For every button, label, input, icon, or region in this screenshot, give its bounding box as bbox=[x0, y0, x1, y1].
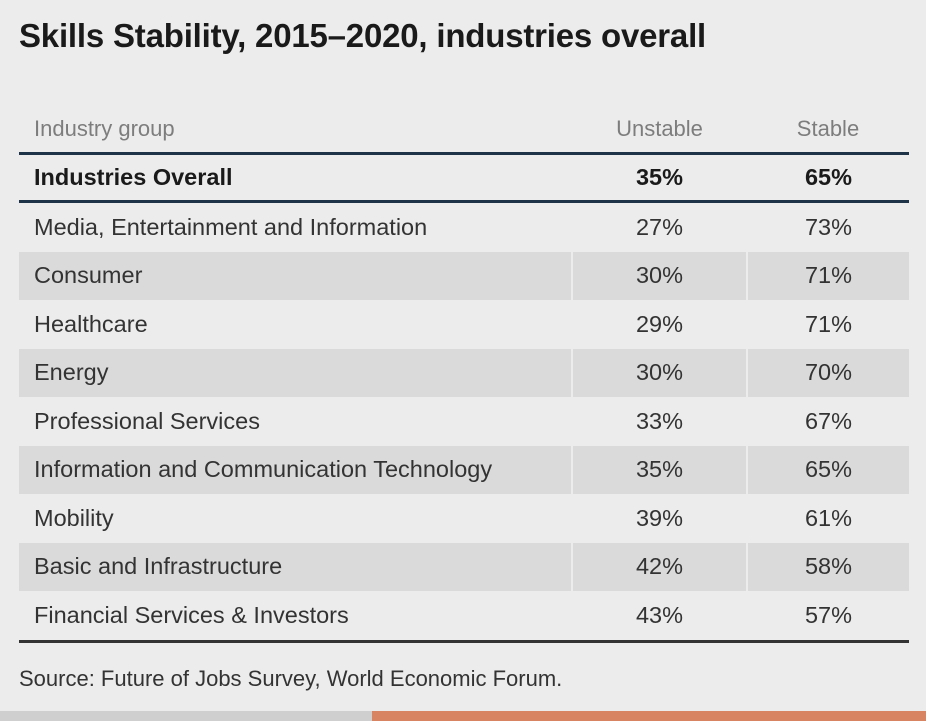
stable-value: 57% bbox=[746, 591, 909, 641]
unstable-value: 30% bbox=[571, 251, 747, 300]
table-row: Mobility 39% 61% bbox=[19, 494, 909, 543]
unstable-value: 29% bbox=[571, 300, 747, 349]
table-row: Basic and Infrastructure 42% 58% bbox=[19, 542, 909, 591]
overall-stable: 65% bbox=[746, 153, 909, 202]
industry-name: Financial Services & Investors bbox=[34, 601, 349, 628]
industry-name: Consumer bbox=[19, 251, 572, 300]
stable-value: 61% bbox=[746, 494, 909, 543]
overall-unstable: 35% bbox=[571, 153, 747, 202]
header-unstable: Unstable bbox=[616, 116, 703, 141]
industry-name: Basic and Infrastructure bbox=[19, 542, 572, 591]
industry-name: Healthcare bbox=[34, 310, 148, 337]
stable-value: 71% bbox=[746, 300, 909, 349]
chart-title: Skills Stability, 2015–2020, industries … bbox=[19, 17, 707, 54]
unstable-value: 39% bbox=[571, 494, 747, 543]
table-row: Energy 30% 70% bbox=[19, 348, 909, 397]
stable-value: 70% bbox=[746, 348, 909, 397]
table-row: Professional Services 33% 67% bbox=[19, 397, 909, 446]
footer-bar-gray bbox=[0, 711, 372, 721]
header-industry-group: Industry group bbox=[34, 116, 175, 141]
unstable-value: 42% bbox=[571, 542, 747, 591]
stable-value: 58% bbox=[746, 542, 909, 591]
stable-value: 67% bbox=[746, 397, 909, 446]
source-note: Source: Future of Jobs Survey, World Eco… bbox=[19, 666, 563, 691]
table-row: Information and Communication Technology… bbox=[19, 445, 909, 494]
table-row: Financial Services & Investors 43% 57% bbox=[19, 591, 909, 641]
stable-value: 73% bbox=[746, 201, 909, 252]
industry-name: Media, Entertainment and Information bbox=[34, 213, 428, 240]
overall-name: Industries Overall bbox=[34, 164, 233, 190]
industry-name: Professional Services bbox=[34, 407, 260, 434]
table-row: Media, Entertainment and Information 27% 7… bbox=[19, 201, 909, 252]
footer-bar-accent bbox=[372, 711, 926, 721]
skills-stability-table: Industry group Unstable Stable Industrie… bbox=[19, 106, 909, 643]
header-stable: Stable bbox=[796, 116, 860, 141]
table-row: Healthcare 29% 71% bbox=[19, 300, 909, 349]
table-header-row: Industry group Unstable Stable bbox=[19, 106, 909, 154]
industry-name: Mobility bbox=[34, 504, 114, 531]
table-row: Consumer 30% 71% bbox=[19, 251, 909, 300]
industry-name: Energy bbox=[19, 348, 572, 397]
unstable-value: 35% bbox=[571, 445, 747, 494]
unstable-value: 43% bbox=[571, 591, 747, 641]
unstable-value: 30% bbox=[571, 348, 747, 397]
industry-name: Information and Communication Technology bbox=[19, 445, 572, 494]
stable-value: 65% bbox=[746, 445, 909, 494]
unstable-value: 33% bbox=[571, 397, 747, 446]
stable-value: 71% bbox=[746, 251, 909, 300]
unstable-value: 27% bbox=[571, 201, 747, 252]
overall-row: Industries Overall 35% 65% bbox=[19, 153, 909, 202]
